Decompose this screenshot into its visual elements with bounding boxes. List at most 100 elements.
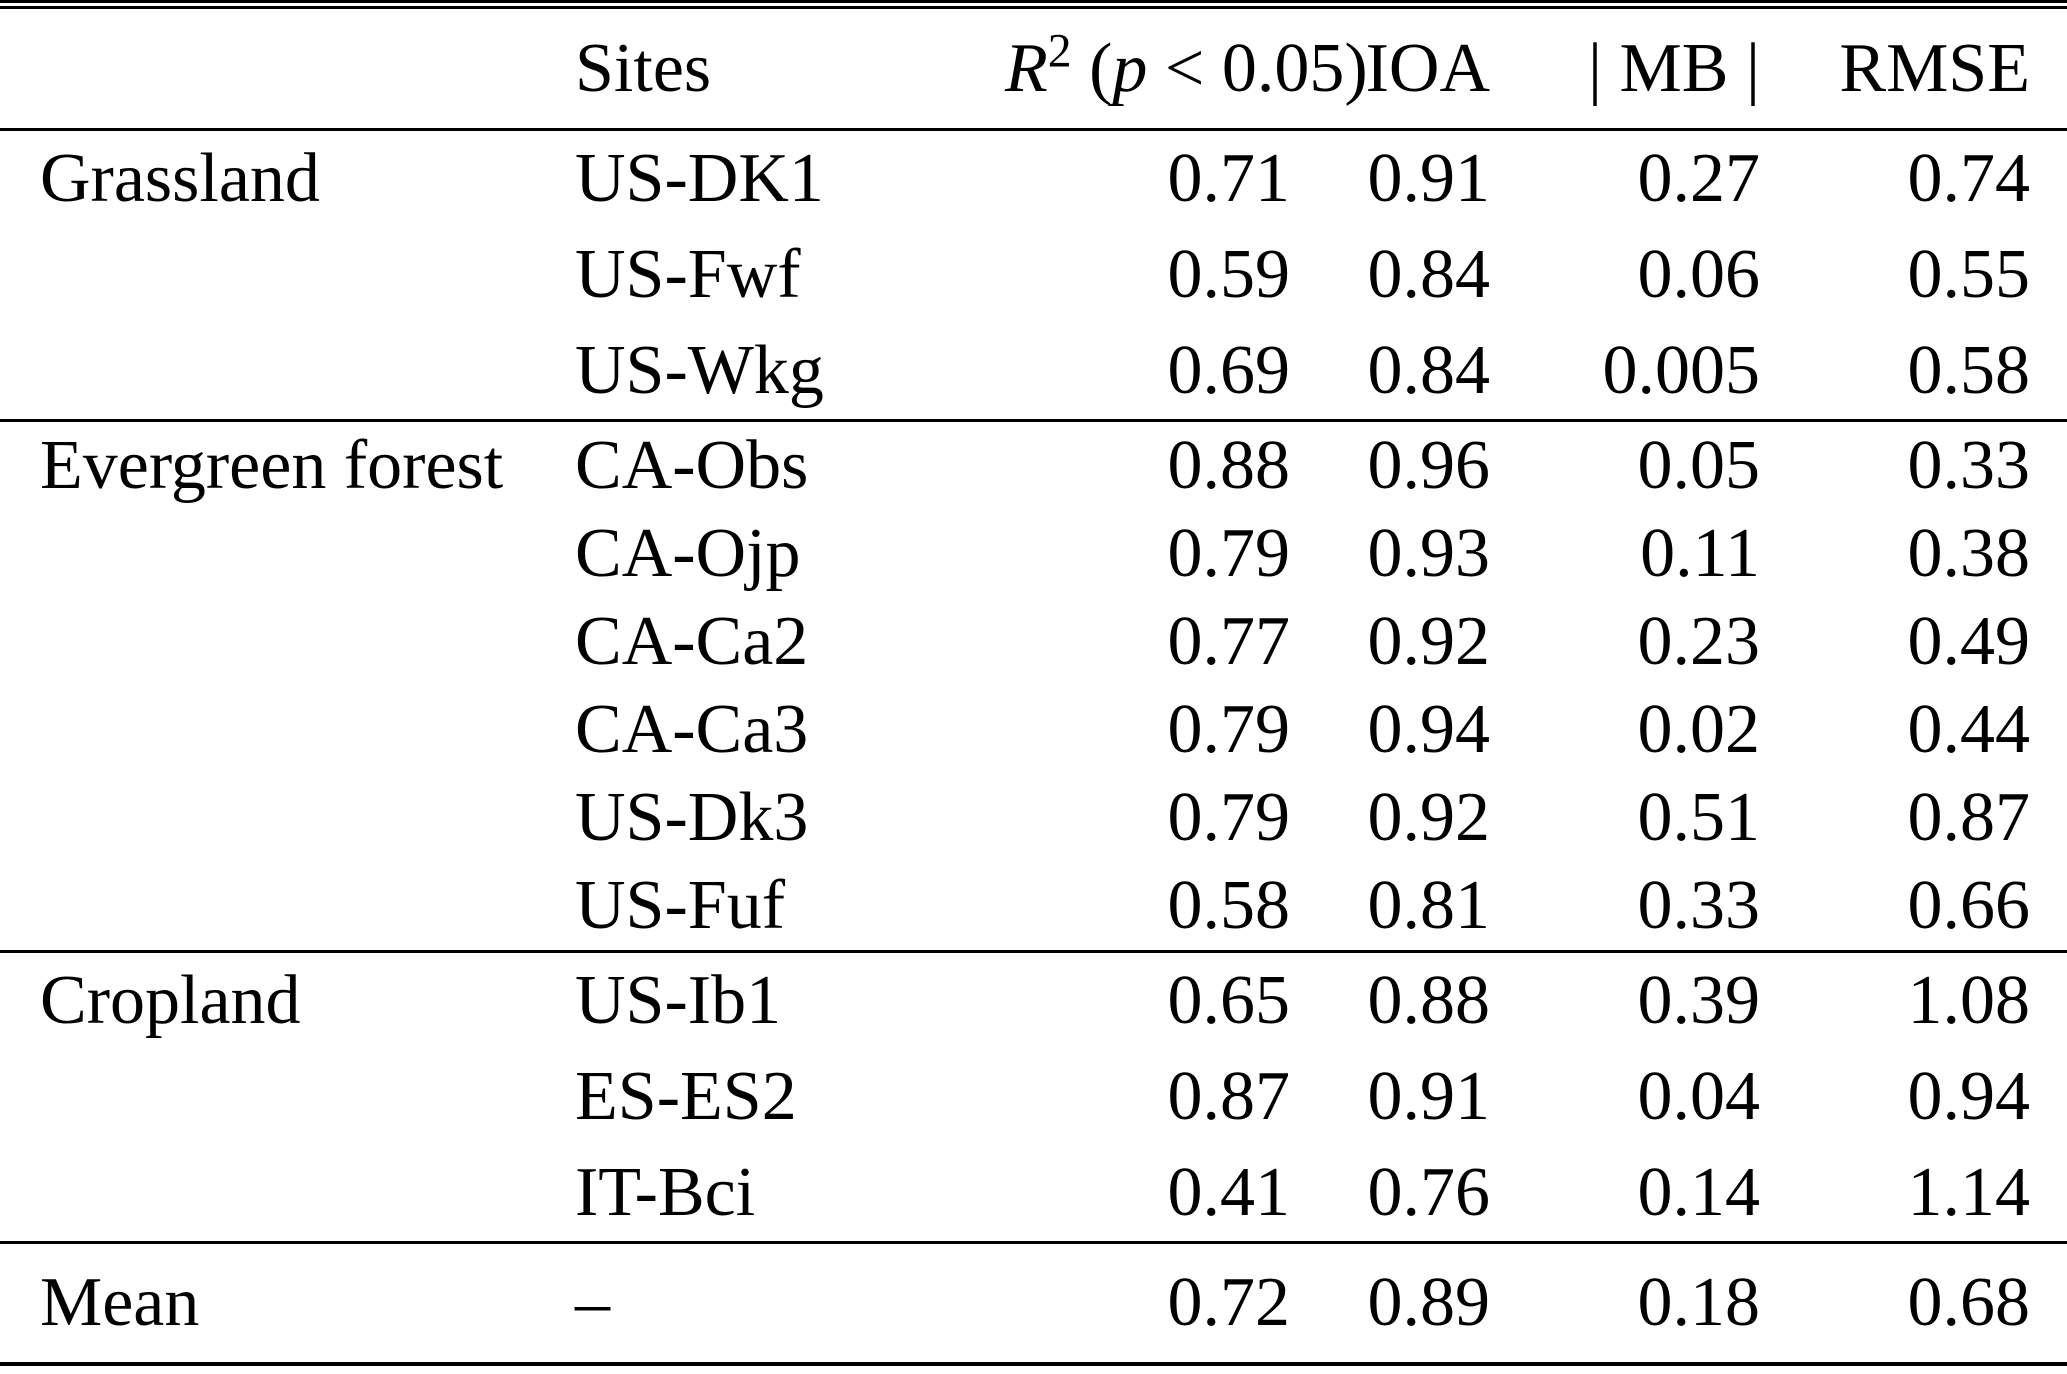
- site-cell: US-Wkg: [575, 332, 824, 409]
- r2-cell: 0.69: [1167, 332, 1291, 409]
- mb-cell: 0.27: [1637, 140, 1761, 217]
- rmse-cell: 0.68: [1760, 1241, 2067, 1366]
- site-cell: US-Fwf: [575, 236, 801, 313]
- rmse-cell: 0.55: [1907, 236, 2031, 313]
- table-row: US-Fuf 0.58 0.81 0.33 0.66: [0, 862, 2067, 952]
- mb-cell: 0.51: [1637, 779, 1761, 856]
- ioa-cell: 0.88: [1290, 950, 1490, 1049]
- category-cell: [0, 774, 575, 862]
- category-cell: [0, 1145, 575, 1243]
- r2-cell: 0.71: [1167, 140, 1291, 217]
- section-grassland: Grassland US-DK1 0.71 0.91 0.27 0.74 US-…: [0, 130, 2067, 421]
- table-row: US-Dk3 0.79 0.92 0.51 0.87: [0, 774, 2067, 862]
- table-row: IT-Bci 0.41 0.76 0.14 1.14: [0, 1145, 2067, 1243]
- table-row: CA-Ca2 0.77 0.92 0.23 0.49: [0, 598, 2067, 686]
- section-evergreen-forest: Evergreen forest CA-Obs 0.88 0.96 0.05 0…: [0, 419, 2067, 952]
- ioa-cell: 0.94: [1367, 691, 1491, 768]
- site-cell: CA-Ojp: [575, 515, 801, 592]
- category-cell: [0, 510, 575, 598]
- mb-cell: 0.14: [1637, 1154, 1761, 1231]
- category-cell: [0, 323, 575, 421]
- mb-cell: 0.06: [1637, 236, 1761, 313]
- column-header-sites: Sites: [575, 9, 1005, 131]
- mb-cell: 0.33: [1637, 867, 1761, 944]
- mb-cell: 0.02: [1637, 691, 1761, 768]
- table-row: Evergreen forest CA-Obs 0.88 0.96 0.05 0…: [0, 419, 2067, 510]
- category-cell: [0, 227, 575, 323]
- table-row: Cropland US-Ib1 0.65 0.88 0.39 1.08: [0, 950, 2067, 1049]
- category-cell: [0, 1049, 575, 1145]
- table-row: Grassland US-DK1 0.71 0.91 0.27 0.74: [0, 130, 2067, 228]
- table-top-rule-thick: [0, 0, 2067, 3]
- rmse-cell: 0.49: [1907, 603, 2031, 680]
- category-cell: [0, 686, 575, 774]
- rmse-cell: 0.38: [1907, 515, 2031, 592]
- site-metrics-table: Sites R2 (p < 0.05) IOA | MB | RMSE Gras…: [0, 9, 2067, 1366]
- site-cell: US-Fuf: [575, 867, 786, 944]
- mb-cell: 0.39: [1490, 950, 1760, 1049]
- r2-cell: 0.41: [1167, 1154, 1291, 1231]
- site-cell: US-DK1: [575, 140, 824, 217]
- table-row: US-Fwf 0.59 0.84 0.06 0.55: [0, 227, 2067, 323]
- ioa-cell: 0.91: [1367, 140, 1491, 217]
- column-header-mb: | MB |: [1490, 9, 1760, 131]
- ioa-cell: 0.89: [1290, 1241, 1490, 1366]
- mb-cell: 0.23: [1637, 603, 1761, 680]
- rmse-cell: 0.33: [1760, 419, 2067, 510]
- r2-cell: 0.77: [1167, 603, 1291, 680]
- section-cropland: Cropland US-Ib1 0.65 0.88 0.39 1.08 ES-E…: [0, 950, 2067, 1243]
- column-header-r2: R2 (p < 0.05): [1005, 9, 1368, 131]
- site-cell: CA-Ca2: [575, 603, 809, 680]
- r2-cell: 0.72: [1005, 1241, 1290, 1366]
- mb-cell: 0.18: [1490, 1241, 1760, 1366]
- ioa-cell: 0.93: [1367, 515, 1491, 592]
- r2-cell: 0.59: [1167, 236, 1291, 313]
- rmse-cell: 1.14: [1907, 1154, 2031, 1231]
- column-header-ioa: IOA: [1290, 9, 1490, 131]
- category-cell: Mean: [0, 1241, 575, 1366]
- r2-cell: 0.79: [1167, 691, 1291, 768]
- site-cell: CA-Obs: [575, 419, 1005, 510]
- rmse-cell: 0.94: [1907, 1058, 2031, 1135]
- ioa-cell: 0.92: [1367, 603, 1491, 680]
- r2-cell: 0.79: [1167, 779, 1291, 856]
- ioa-cell: 0.84: [1367, 332, 1491, 409]
- table-row: ES-ES2 0.87 0.91 0.04 0.94: [0, 1049, 2067, 1145]
- ioa-cell: 0.81: [1367, 867, 1491, 944]
- site-cell: –: [575, 1241, 1005, 1366]
- r2-cell: 0.87: [1167, 1058, 1291, 1135]
- column-header-rmse: RMSE: [1760, 9, 2067, 131]
- table-row: US-Wkg 0.69 0.84 0.005 0.58: [0, 323, 2067, 421]
- section-mean: Mean – 0.72 0.89 0.18 0.68: [0, 1241, 2067, 1366]
- rmse-cell: 0.58: [1907, 332, 2031, 409]
- rmse-cell: 0.74: [1907, 140, 2031, 217]
- ioa-cell: 0.96: [1290, 419, 1490, 510]
- category-cell: Grassland: [40, 140, 320, 217]
- mb-cell: 0.04: [1637, 1058, 1761, 1135]
- p-symbol: p: [1112, 29, 1148, 107]
- r2-symbol: R: [1005, 29, 1048, 107]
- r2-cell: 0.58: [1167, 867, 1291, 944]
- rmse-cell: 0.87: [1907, 779, 2031, 856]
- r2-cell: 0.79: [1167, 515, 1291, 592]
- header-row: Sites R2 (p < 0.05) IOA | MB | RMSE: [0, 9, 2067, 131]
- ioa-cell: 0.84: [1367, 236, 1491, 313]
- rmse-cell: 0.44: [1907, 691, 2031, 768]
- category-cell: [0, 598, 575, 686]
- mb-cell: 0.05: [1490, 419, 1760, 510]
- site-cell: US-Ib1: [575, 950, 1005, 1049]
- mb-cell: 0.005: [1602, 332, 1761, 409]
- r2-threshold: < 0.05): [1147, 29, 1368, 107]
- mb-cell: 0.11: [1640, 515, 1760, 592]
- ioa-cell: 0.91: [1367, 1058, 1491, 1135]
- table-top-rule-thin: [0, 6, 2067, 9]
- table-row: Mean – 0.72 0.89 0.18 0.68: [0, 1241, 2067, 1366]
- rmse-cell: 1.08: [1760, 950, 2067, 1049]
- site-cell: IT-Bci: [575, 1154, 756, 1231]
- table-row: CA-Ca3 0.79 0.94 0.02 0.44: [0, 686, 2067, 774]
- rmse-cell: 0.66: [1907, 867, 2031, 944]
- r2-paren: (: [1071, 29, 1113, 107]
- ioa-cell: 0.92: [1367, 779, 1491, 856]
- site-cell: ES-ES2: [575, 1058, 797, 1135]
- site-cell: US-Dk3: [575, 779, 809, 856]
